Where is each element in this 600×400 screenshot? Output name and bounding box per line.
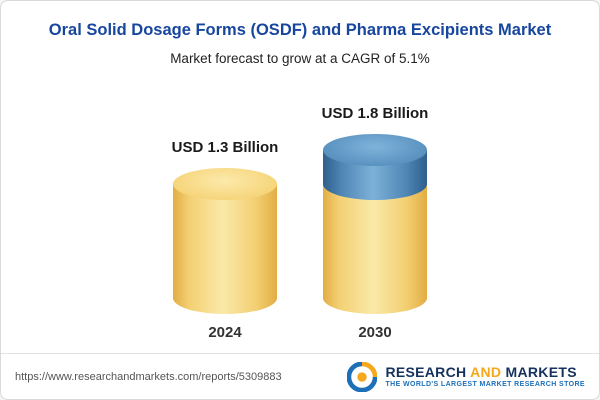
- chart-title: Oral Solid Dosage Forms (OSDF) and Pharm…: [48, 21, 552, 39]
- bar-group-2024: USD 1.3 Billion 2024: [167, 139, 283, 341]
- cylinder-bar-chart: USD 1.3 Billion 2024 USD 1.8 Billion 203…: [1, 89, 599, 341]
- bar-group-2030: USD 1.8 Billion 2030: [317, 105, 433, 341]
- brand-logo-icon: [347, 361, 378, 392]
- brand-block: RESEARCH AND MARKETS THE WORLD'S LARGEST…: [347, 361, 585, 392]
- cylinder-top-ellipse: [173, 168, 277, 200]
- brand-name-part3: MARKETS: [505, 364, 577, 381]
- cylinder-2024: [173, 168, 277, 314]
- brand-name-part1: RESEARCH: [385, 364, 467, 381]
- value-label-2024: USD 1.3 Billion: [171, 139, 279, 156]
- brand-text: RESEARCH AND MARKETS THE WORLD'S LARGEST…: [385, 364, 585, 388]
- cylinder-body-base: [173, 184, 277, 314]
- footer-bar: https://www.researchandmarkets.com/repor…: [1, 353, 599, 399]
- brand-tagline: THE WORLD'S LARGEST MARKET RESEARCH STOR…: [385, 380, 585, 388]
- brand-name-part2: AND: [470, 364, 502, 381]
- category-label-2030: 2030: [358, 324, 392, 341]
- report-url: https://www.researchandmarkets.com/repor…: [15, 370, 282, 383]
- cylinder-body-base: [323, 184, 427, 314]
- chart-subtitle: Market forecast to grow at a CAGR of 5.1…: [170, 51, 430, 66]
- category-label-2024: 2024: [208, 324, 242, 341]
- value-label-2030: USD 1.8 Billion: [321, 105, 429, 122]
- cylinder-top-ellipse: [323, 134, 427, 166]
- brand-name: RESEARCH AND MARKETS: [385, 364, 576, 380]
- cylinder-2030: [323, 134, 427, 314]
